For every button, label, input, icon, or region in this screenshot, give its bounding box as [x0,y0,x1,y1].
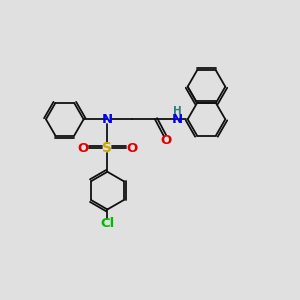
Text: N: N [172,113,183,126]
Text: O: O [160,134,172,147]
Text: Cl: Cl [100,217,115,230]
Text: N: N [102,113,113,126]
Text: O: O [127,142,138,154]
Text: O: O [77,142,88,154]
Text: S: S [102,141,112,155]
Text: H: H [173,106,182,116]
